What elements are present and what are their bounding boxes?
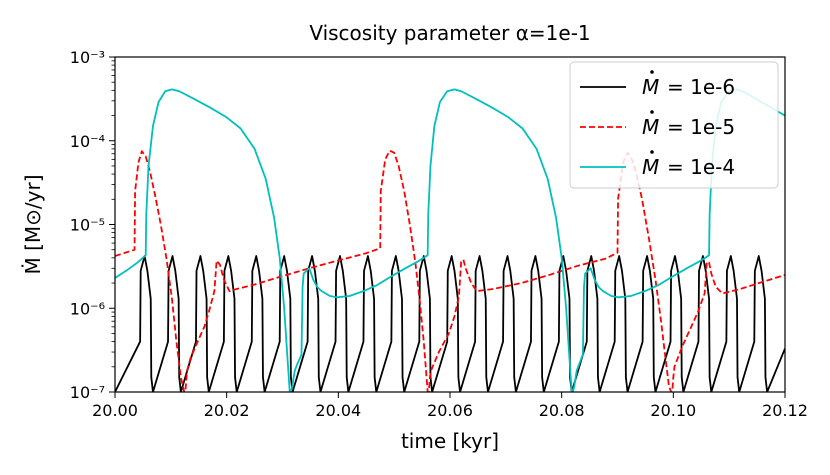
- legend-symbol-2: M: [642, 115, 659, 139]
- x-tick-label: 20.06: [427, 401, 473, 420]
- legend-label-2: = 1e-5: [667, 115, 735, 139]
- x-tick-label: 20.04: [315, 401, 361, 420]
- series-line-3: [115, 88, 785, 392]
- y-tick-label: 10⁻⁴: [70, 132, 105, 151]
- legend-dot-2: [650, 110, 654, 114]
- legend-label-3: = 1e-4: [667, 155, 735, 179]
- x-tick-label: 20.02: [204, 401, 250, 420]
- legend-symbol-3: M: [642, 155, 659, 179]
- series-line-1: [115, 255, 785, 392]
- x-tick-label: 20.12: [762, 401, 808, 420]
- x-axis-label: time [kyr]: [401, 429, 499, 453]
- y-axis-label: Ṁ [M⊙/yr]: [21, 174, 45, 274]
- legend-box: [569, 61, 779, 189]
- chart-title: Viscosity parameter α=1e-1: [309, 21, 590, 45]
- y-tick-label: 10⁻⁵: [70, 216, 105, 235]
- y-tick-label: 10⁻³: [70, 48, 105, 67]
- x-tick-label: 20.08: [539, 401, 585, 420]
- plot-area: [115, 88, 785, 392]
- legend-symbol-1: M: [642, 75, 659, 99]
- x-tick-label: 20.10: [650, 401, 696, 420]
- y-tick-label: 10⁻⁶: [70, 299, 105, 318]
- legend-dot-1: [650, 70, 654, 74]
- y-axis-label-group: Ṁ [M⊙/yr]: [21, 174, 45, 274]
- series-layer: [115, 88, 785, 392]
- x-tick-label: 20.00: [92, 401, 138, 420]
- axes: 20.00 20.02 20.04 20.06 20.08 20.10 20.12 10⁻⁷ 1…: [70, 48, 808, 420]
- y-tick-label: 10⁻⁷: [70, 383, 105, 402]
- legend-label-1: = 1e-6: [667, 75, 735, 99]
- legend: M = 1e-6 M = 1e-5 M = 1e-4: [569, 61, 779, 189]
- legend-dot-3: [650, 150, 654, 154]
